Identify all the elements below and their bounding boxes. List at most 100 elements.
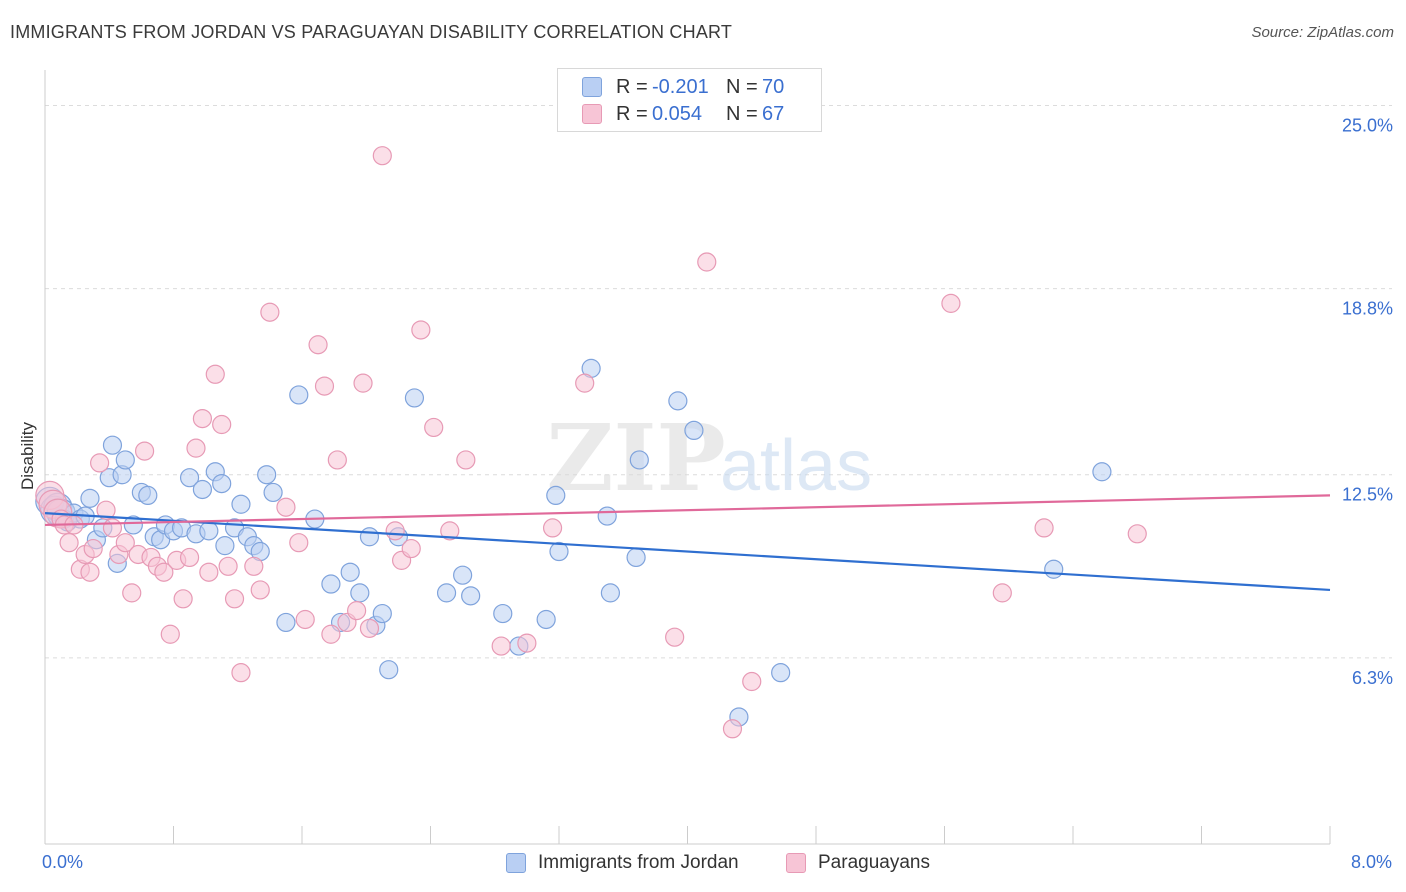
jordan-point [372,603,392,624]
paraguayan-point [83,538,103,559]
legend-swatch-blue [506,853,526,873]
jordan-point [626,547,646,568]
paraguayan-point [96,500,116,520]
jordan-point [1044,559,1064,579]
grid-lines [45,104,1392,659]
paraguayan-point [186,438,206,458]
paraguayan-point [440,521,460,541]
jordan-point [289,385,309,405]
paraguayan-point [295,609,315,630]
paraguayan-point [160,624,180,644]
n-value: 67 [762,102,785,125]
legend-label: Immigrants from Jordan [538,852,739,873]
x-tick-min: 0.0% [42,852,84,872]
jordan-point [684,420,704,441]
paraguayan-point [456,450,476,470]
jordan-point [1092,462,1112,482]
jordan-point [461,586,481,606]
paraguayan-point [192,408,213,429]
paraguayan-point [212,414,232,435]
jordan-point [350,583,370,603]
paraguayan-point [722,719,743,739]
paraguayan-point [308,335,328,355]
axes [44,70,1331,845]
paraguayan-point [173,589,193,609]
y-tick-label: 12.5% [1342,485,1393,505]
jordan-point [276,612,296,633]
jordan-point [199,521,219,541]
legend-swatch-pink [582,104,602,124]
chart-title: IMMIGRANTS FROM JORDAN VS PARAGUAYAN DIS… [10,22,733,42]
jordan-point [771,663,791,683]
y-axis-label: Disability [18,421,37,491]
r-label: R = [616,75,648,98]
jordan-point [536,609,556,630]
paraguayan-point [941,293,961,313]
legend-item-jordan: Immigrants from Jordan [506,852,739,874]
paraguayan-point [205,364,225,384]
jordan-point [453,565,473,585]
paraguayan-point [401,538,421,559]
paraguayan-point [575,373,595,393]
jordan-point [549,541,569,562]
paraguayan-point [134,441,155,461]
jordan-point [404,388,425,408]
paraguayan-point [321,624,341,644]
r-label: R = [616,102,648,125]
correlation-legend: R = -0.201 N = 70 R = 0.054 N = 67 [557,68,822,132]
paraguayan-point [542,518,563,538]
jordan-point [379,660,399,680]
paraguayan-point [102,518,123,538]
paraguayan-point [154,562,174,582]
jordan-point [668,391,688,411]
jordan-point [436,583,457,603]
paraguayan-point [1034,518,1054,538]
jordan-point [546,485,566,506]
paraguayan-point [353,373,373,393]
paraguayan-point [327,450,347,470]
paraguayan-point [411,320,431,340]
paraguayan-point [250,580,270,600]
jordan-point [629,450,649,470]
paraguayan-point [424,417,444,438]
paraguayan-point [260,302,280,322]
legend-row-paraguayans: R = 0.054 N = 67 [582,102,784,126]
paraguayan-point [122,583,142,603]
paraguayan-point [1127,524,1147,544]
jordan-point [597,506,617,526]
r-value: -0.201 [652,75,709,98]
paraguayan-point [289,533,309,553]
jordan-point [192,479,213,500]
jordan-point [115,450,135,470]
data-points [35,146,1147,739]
legend-row-jordan: R = -0.201 N = 70 [582,75,784,99]
series-legend: Immigrants from Jordan Paraguayans [0,852,1406,878]
paraguayan-point [244,556,264,576]
paraguayan-point [359,618,380,638]
legend-item-paraguayans: Paraguayans [786,852,930,874]
r-value: 0.054 [652,102,703,125]
paraguayan-point [59,533,79,553]
paraguayan-point [231,663,251,683]
legend-swatch-blue [582,77,602,97]
paraguayan-point [517,633,537,653]
jordan-point [263,482,283,503]
legend-swatch-pink [786,853,806,873]
paraguayan-trend-line [44,494,1331,527]
paraguayan-point [491,636,511,656]
jordan-point [257,465,277,485]
paraguayan-point [276,497,296,517]
paraguayan-point [992,583,1012,603]
jordan-point [179,468,200,488]
paraguayan-point [314,376,335,396]
n-label: N = [726,75,758,98]
jordan-point [493,603,513,624]
jordan-point [359,527,380,547]
paraguayan-point [665,627,685,647]
jordan-point [138,485,158,506]
y-tick-label: 25.0% [1342,115,1393,135]
paraguayan-point [199,562,219,582]
n-value: 70 [762,75,785,98]
